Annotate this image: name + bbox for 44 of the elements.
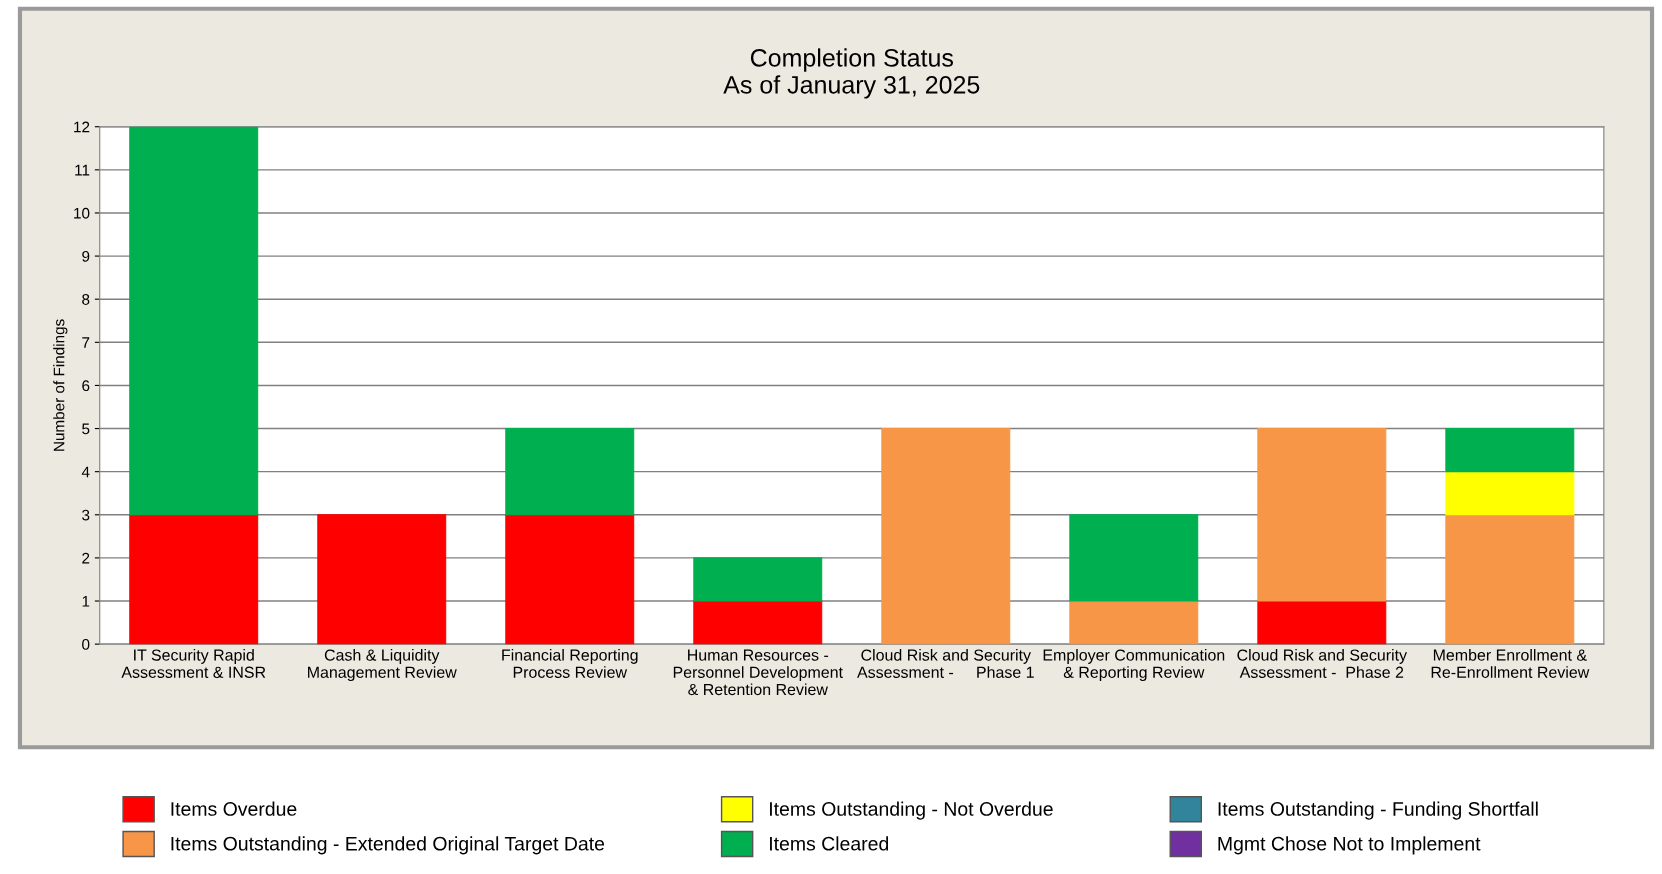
legend-label: Items Overdue [171,801,297,816]
y-tick-label: 3 [82,509,90,521]
bar [505,514,635,645]
y-tick-label: 6 [82,380,90,392]
y-tick-label: 7 [82,337,90,348]
bar [129,126,259,516]
y-tick-label: 2 [82,552,90,564]
bar [693,600,823,645]
y-tick-label: 4 [81,466,90,478]
y-tick-label: 9 [82,250,90,262]
x-tick-label: Cloud Risk and Security Assessment - Phase 1 [857,649,1034,678]
bar [693,557,823,602]
y-tick-label: 5 [82,423,90,435]
bar [881,427,1011,645]
legend-label: Items Cleared [770,836,889,851]
x-tick-label: Member Enrollment & Re-Enrollment Review [1431,649,1590,678]
legend-label: Items Outstanding - Funding Shortfall [1218,801,1538,820]
legend-label: Mgmt Chose Not to Implement [1218,836,1481,855]
y-tick-label: 8 [82,294,90,305]
y-tick-label: 11 [75,164,90,176]
bar [1257,427,1387,602]
x-tick-label: Employer Communication & Reporting Review [1043,649,1225,682]
bar [1445,471,1575,516]
y-tick-label: 10 [74,207,90,219]
x-tick-label: IT Security Rapid Assessment & INSR [121,649,266,678]
x-tick-label: Human Resources - Personnel Development & Retention Review [673,649,843,696]
x-tick-label: Cash & Liquidity Management Review [308,649,457,682]
chart-title: Completion Status As of January 31, 2025 [723,48,980,99]
x-tick-label: Financial Reporting Process Review [502,649,638,678]
bar [1445,514,1575,645]
bar [1445,427,1575,473]
y-tick-label: 12 [74,121,90,133]
bar [1257,600,1387,645]
y-tick-label: 0 [82,639,90,650]
legend-label: Items Outstanding - Not Overdue [770,801,1053,820]
y-tick-label: 1 [82,596,90,607]
y-axis-title: Number of Findings [53,319,68,451]
bar [1069,514,1199,602]
x-tick-label: Cloud Risk and Security Assessment - Phase 2 [1237,649,1408,678]
bar [129,514,259,645]
bar [317,514,447,645]
legend-label: Items Outstanding - Extended Original Target Date [171,836,605,855]
bar [1069,600,1199,645]
bar [505,427,635,516]
